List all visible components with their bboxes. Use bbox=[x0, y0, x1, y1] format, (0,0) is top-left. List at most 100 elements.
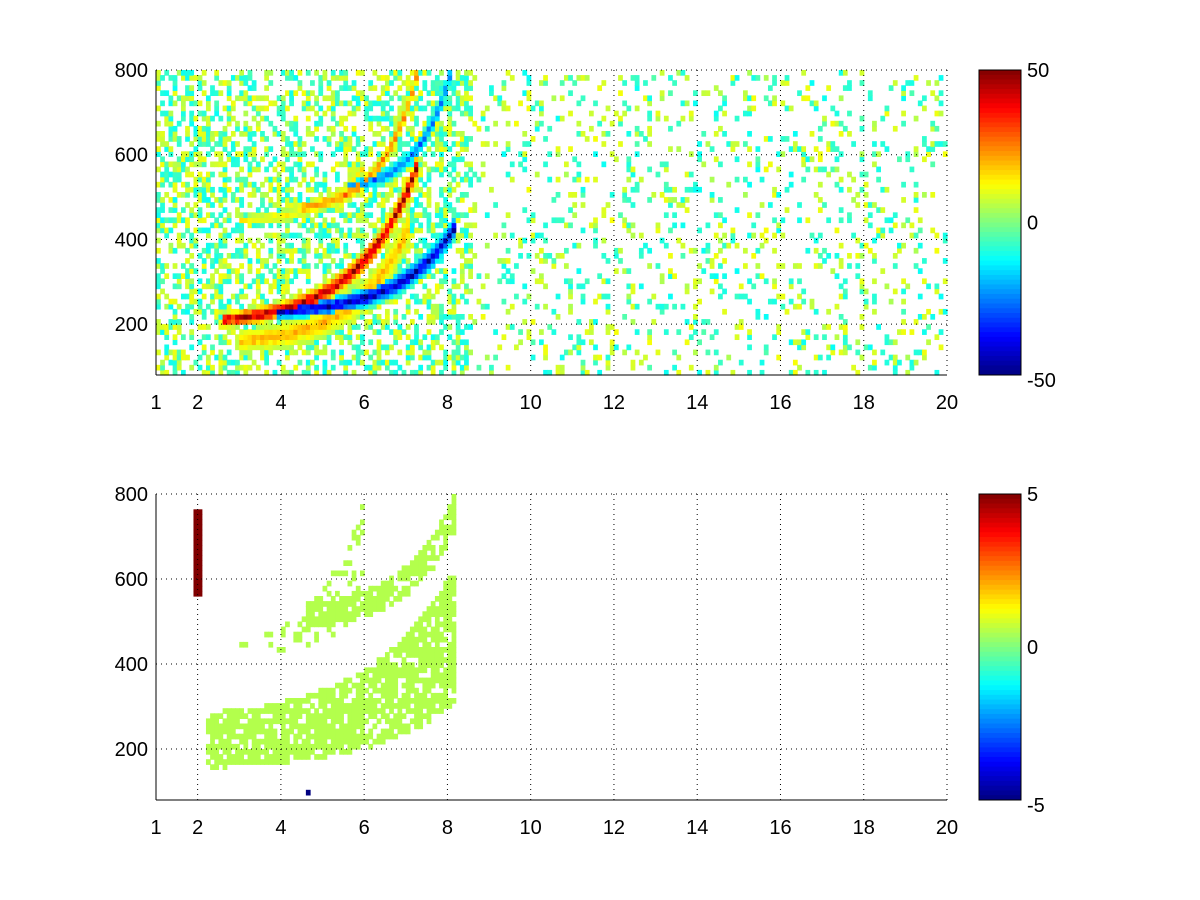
heatmap-cell bbox=[813, 237, 819, 244]
heatmap-cell bbox=[418, 369, 424, 376]
heatmap-cell bbox=[168, 146, 174, 152]
heatmap-cell bbox=[414, 166, 419, 173]
heatmap-cell bbox=[343, 293, 349, 300]
heatmap-cell bbox=[593, 354, 598, 361]
heatmap-cell bbox=[763, 75, 769, 81]
heatmap-cell bbox=[884, 146, 890, 152]
heatmap-cell bbox=[222, 334, 228, 341]
heatmap-cell bbox=[588, 222, 594, 229]
colorbar-swatch bbox=[979, 771, 1021, 777]
heatmap-cell bbox=[405, 349, 411, 356]
heatmap-cell bbox=[322, 298, 328, 305]
heatmap-cell bbox=[293, 75, 299, 81]
heatmap-cell bbox=[747, 95, 752, 102]
heatmap-cell bbox=[414, 176, 419, 183]
heatmap-cell bbox=[226, 339, 232, 346]
heatmap-cell bbox=[326, 192, 332, 198]
heatmap-cell bbox=[235, 156, 240, 163]
heatmap-cell bbox=[301, 217, 307, 224]
heatmap-cell bbox=[439, 207, 444, 213]
heatmap-cell bbox=[222, 186, 228, 193]
heatmap-cell bbox=[251, 192, 257, 198]
heatmap-cell bbox=[518, 253, 523, 259]
heatmap-cell bbox=[156, 247, 161, 254]
heatmap-cell bbox=[335, 207, 340, 213]
heatmap-cell bbox=[713, 278, 719, 285]
heatmap-cell bbox=[389, 273, 394, 280]
heatmap-cell bbox=[172, 324, 178, 330]
heatmap-cell bbox=[926, 146, 931, 152]
heatmap-cell bbox=[380, 227, 386, 234]
heatmap-cell bbox=[226, 723, 232, 730]
heatmap-cell bbox=[447, 662, 453, 668]
heatmap-cell bbox=[622, 268, 628, 274]
heatmap-cell bbox=[430, 232, 436, 239]
heatmap-cell bbox=[201, 314, 207, 320]
colorbar-swatch bbox=[979, 790, 1021, 796]
heatmap-cell bbox=[218, 743, 224, 750]
heatmap-cell bbox=[197, 529, 203, 536]
heatmap-cell bbox=[239, 641, 245, 648]
heatmap-cell bbox=[322, 70, 328, 76]
heatmap-cell bbox=[343, 80, 349, 86]
heatmap-cell bbox=[205, 354, 211, 361]
heatmap-cell bbox=[193, 75, 199, 81]
colorbar-swatch bbox=[979, 570, 1021, 576]
heatmap-cell bbox=[393, 314, 399, 320]
heatmap-cell bbox=[443, 672, 449, 679]
heatmap-cell bbox=[222, 308, 228, 315]
heatmap-cell bbox=[272, 176, 278, 183]
heatmap-cell bbox=[222, 217, 228, 224]
heatmap-cell bbox=[426, 662, 432, 668]
heatmap-cell bbox=[563, 171, 569, 178]
heatmap-cell bbox=[210, 212, 215, 219]
heatmap-cell bbox=[214, 141, 220, 147]
heatmap-cell bbox=[613, 156, 619, 163]
heatmap-cell bbox=[251, 186, 257, 193]
heatmap-cell bbox=[834, 253, 840, 259]
heatmap-cell bbox=[285, 303, 290, 310]
heatmap-cell bbox=[842, 334, 848, 341]
heatmap-cell bbox=[359, 95, 365, 102]
colorbar-swatch bbox=[979, 189, 1021, 195]
heatmap-cell bbox=[260, 105, 265, 112]
heatmap-cell bbox=[772, 247, 777, 254]
heatmap-cell bbox=[393, 131, 399, 137]
heatmap-cell bbox=[164, 349, 170, 356]
heatmap-cell bbox=[551, 217, 557, 224]
heatmap-cell bbox=[434, 657, 440, 663]
heatmap-cell bbox=[218, 197, 224, 203]
heatmap-cell bbox=[239, 329, 245, 335]
heatmap-cell bbox=[405, 667, 411, 674]
heatmap-cell bbox=[443, 242, 449, 249]
heatmap-cell bbox=[180, 263, 186, 269]
heatmap-cell bbox=[397, 217, 403, 224]
heatmap-cell bbox=[443, 647, 449, 653]
heatmap-cell bbox=[301, 349, 307, 356]
heatmap-cell bbox=[197, 141, 203, 147]
heatmap-cell bbox=[305, 90, 311, 97]
heatmap-cell bbox=[310, 743, 315, 750]
heatmap-cell bbox=[447, 85, 453, 91]
heatmap-cell bbox=[897, 242, 902, 249]
heatmap-cell bbox=[747, 278, 752, 285]
heatmap-cell bbox=[289, 125, 294, 132]
heatmap-cell bbox=[443, 80, 449, 86]
heatmap-cell bbox=[314, 136, 319, 142]
heatmap-cell bbox=[355, 70, 361, 76]
heatmap-cell bbox=[822, 202, 827, 208]
heatmap-cell bbox=[368, 339, 374, 346]
heatmap-cell bbox=[351, 85, 357, 91]
heatmap-cell bbox=[222, 125, 228, 132]
heatmap-cell bbox=[189, 268, 195, 274]
heatmap-cell bbox=[851, 141, 857, 147]
heatmap-cell bbox=[434, 115, 440, 122]
heatmap-cell bbox=[185, 181, 190, 188]
colorbar-swatch bbox=[979, 260, 1021, 266]
heatmap-cell bbox=[197, 217, 203, 224]
heatmap-cell bbox=[239, 253, 245, 259]
heatmap-cell bbox=[726, 354, 732, 361]
heatmap-cell bbox=[797, 303, 802, 310]
heatmap-cell bbox=[426, 247, 432, 254]
heatmap-cell bbox=[484, 141, 490, 147]
